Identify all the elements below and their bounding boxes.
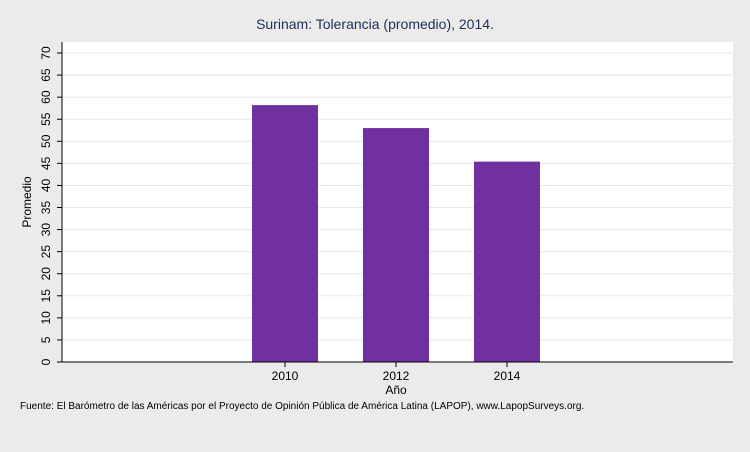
x-tick-label: 2012 — [383, 369, 410, 383]
y-axis-label: Promedio — [20, 176, 34, 228]
y-tick-label: 70 — [39, 46, 53, 60]
y-tick-label: 25 — [39, 245, 53, 259]
bars — [252, 105, 540, 362]
y-tick-label: 5 — [39, 336, 53, 343]
y-tick-label: 40 — [39, 178, 53, 192]
source-note: Fuente: El Barómetro de las Américas por… — [20, 401, 585, 412]
bar-2010 — [252, 105, 318, 362]
x-tick-label: 2010 — [272, 369, 299, 383]
bar-2012 — [363, 128, 429, 362]
chart-title: Surinam: Tolerancia (promedio), 2014. — [256, 16, 494, 32]
y-tick-label: 60 — [39, 90, 53, 104]
y-tick-label: 55 — [39, 112, 53, 126]
y-tick-label: 0 — [39, 358, 53, 365]
x-axis-label: Año — [385, 383, 407, 397]
bar-2014 — [474, 161, 540, 362]
y-tick-label: 20 — [39, 267, 53, 281]
y-tick-label: 10 — [39, 311, 53, 325]
x-axis-ticks: 2010 2012 2014 — [272, 362, 521, 383]
y-tick-label: 35 — [39, 201, 53, 215]
y-tick-label: 45 — [39, 156, 53, 170]
y-tick-label: 30 — [39, 223, 53, 237]
y-tick-label: 50 — [39, 134, 53, 148]
y-axis-ticks: 0 5 10 15 20 25 30 35 40 45 50 55 60 65 70 — [39, 46, 62, 365]
y-tick-label: 15 — [39, 289, 53, 303]
x-tick-label: 2014 — [494, 369, 521, 383]
y-tick-label: 65 — [39, 68, 53, 82]
